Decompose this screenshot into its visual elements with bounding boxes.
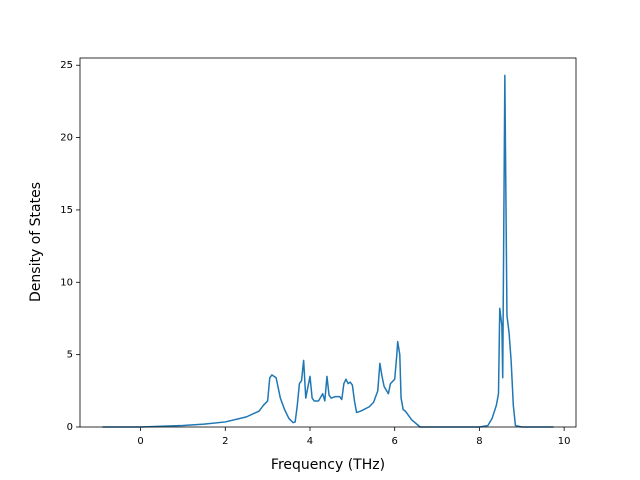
x-tick-label: 8: [476, 436, 482, 447]
y-tick-label: 0: [67, 422, 73, 433]
x-tick-label: 6: [392, 436, 398, 447]
y-tick-label: 25: [60, 60, 73, 71]
x-tick-label: 0: [137, 436, 143, 447]
x-tick-label: 2: [222, 436, 228, 447]
y-tick-label: 5: [67, 350, 73, 361]
y-axis-label: Density of States: [28, 182, 44, 302]
plot-frame: [79, 57, 577, 428]
x-tick-label: 4: [307, 436, 313, 447]
y-tick-label: 15: [60, 205, 73, 216]
y-tick-label: 10: [60, 277, 73, 288]
x-axis-label: Frequency (THz): [271, 457, 385, 473]
x-tick-label: 10: [558, 436, 571, 447]
y-tick-label: 20: [60, 133, 73, 144]
line-series: [102, 74, 554, 428]
